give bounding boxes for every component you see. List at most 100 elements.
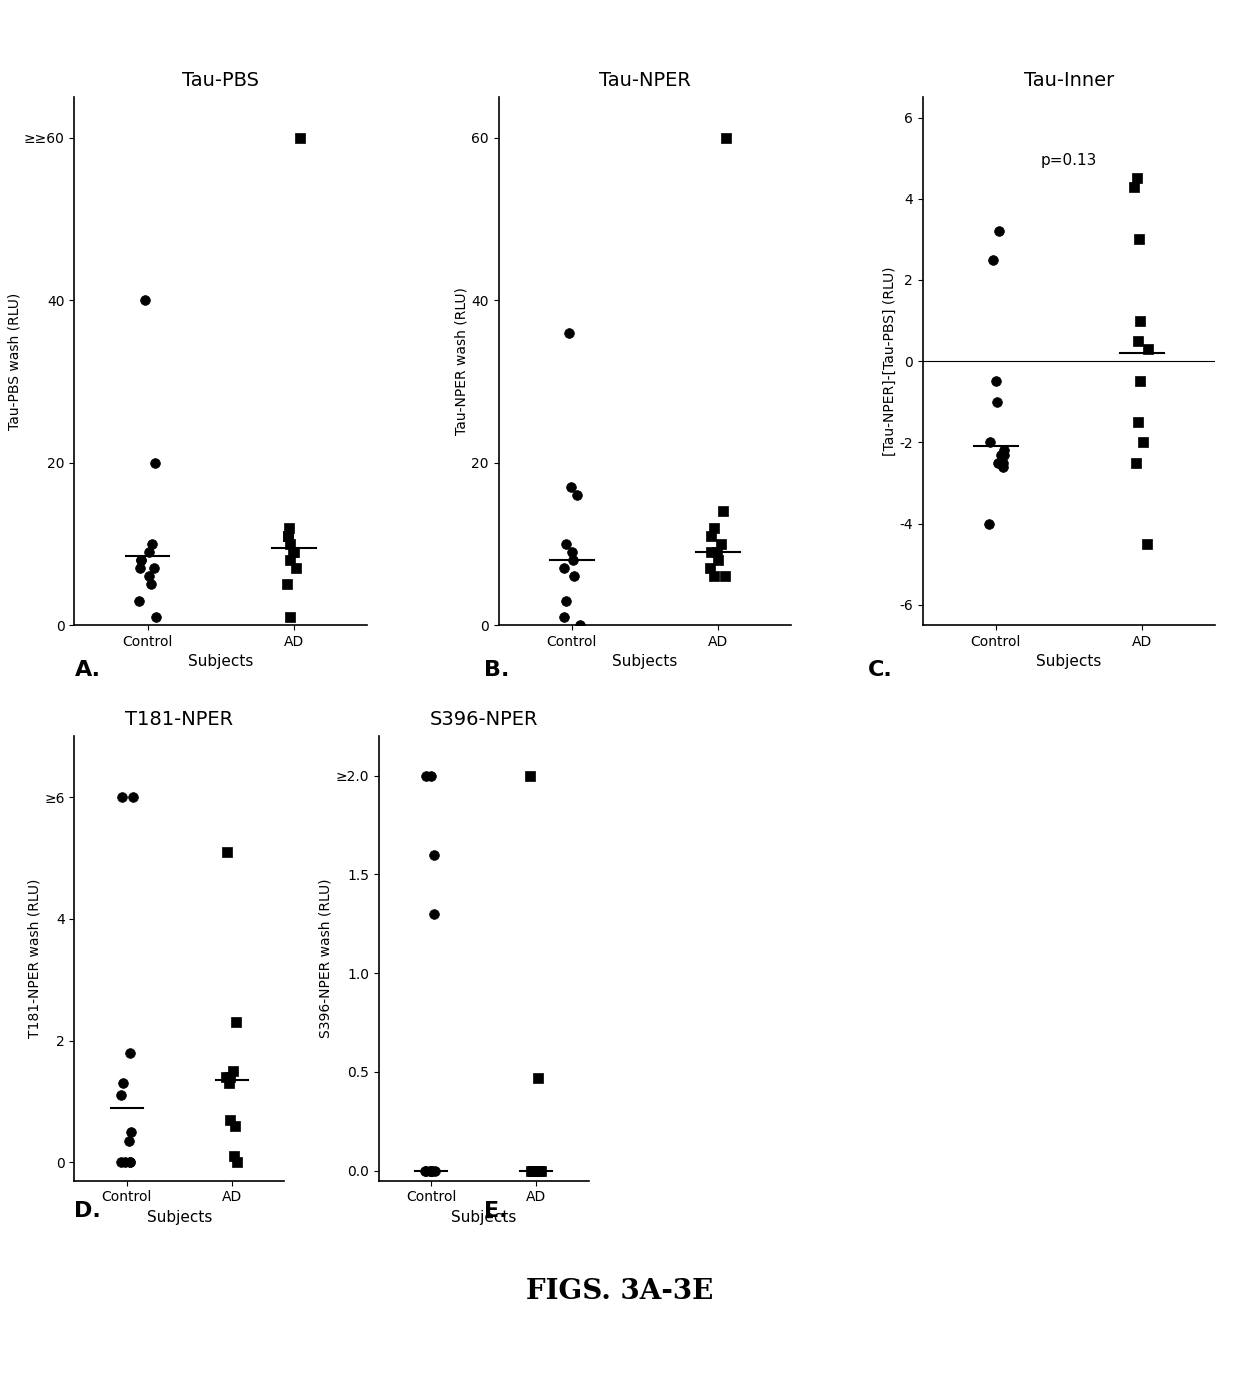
Point xyxy=(422,1160,441,1182)
Point xyxy=(991,443,1011,465)
Point xyxy=(216,1065,236,1088)
Text: B.: B. xyxy=(484,660,508,679)
Point xyxy=(525,1160,544,1182)
Point xyxy=(704,517,724,539)
Point xyxy=(523,1160,543,1182)
Point xyxy=(993,451,1013,474)
Point xyxy=(123,786,143,808)
Point xyxy=(278,574,298,596)
Point xyxy=(526,1160,546,1182)
Point xyxy=(284,540,304,563)
Point xyxy=(417,1160,436,1182)
Point xyxy=(131,549,151,571)
Text: C.: C. xyxy=(868,660,893,679)
Point xyxy=(227,1151,247,1174)
Point xyxy=(283,540,303,563)
Text: A.: A. xyxy=(74,660,100,679)
Point xyxy=(424,903,444,925)
Point xyxy=(420,764,440,786)
Point xyxy=(523,1160,543,1182)
Y-axis label: [Tau-NPER]-[Tau-PBS] (RLU): [Tau-NPER]-[Tau-PBS] (RLU) xyxy=(883,267,897,456)
Point xyxy=(988,219,1008,242)
X-axis label: Subjects: Subjects xyxy=(451,1210,516,1225)
Point xyxy=(701,525,720,547)
Point xyxy=(1130,371,1149,393)
Point xyxy=(557,533,577,556)
Point xyxy=(420,1160,440,1182)
Point xyxy=(559,322,579,344)
Title: T181-NPER: T181-NPER xyxy=(125,710,233,729)
Point xyxy=(120,1151,140,1174)
Point xyxy=(286,557,306,579)
Text: FIGS. 3A-3E: FIGS. 3A-3E xyxy=(526,1278,714,1306)
Point xyxy=(715,565,735,588)
Title: Tau-PBS: Tau-PBS xyxy=(182,71,259,90)
Point xyxy=(521,1160,541,1182)
Point xyxy=(424,1160,444,1182)
Y-axis label: Tau-PBS wash (RLU): Tau-PBS wash (RLU) xyxy=(7,293,21,429)
Point xyxy=(1126,451,1146,474)
Point xyxy=(564,565,584,588)
X-axis label: Subjects: Subjects xyxy=(146,1210,212,1225)
Point xyxy=(280,533,300,556)
Point xyxy=(139,565,159,588)
Point xyxy=(529,1160,549,1182)
Point xyxy=(135,289,155,311)
Point xyxy=(223,1060,243,1082)
Point xyxy=(1125,175,1145,197)
Point xyxy=(713,500,733,522)
Point xyxy=(987,451,1007,474)
Point xyxy=(1128,329,1148,351)
Point xyxy=(129,589,149,611)
Point xyxy=(704,565,724,588)
Y-axis label: Tau-NPER wash (RLU): Tau-NPER wash (RLU) xyxy=(454,288,469,435)
Point xyxy=(145,451,165,474)
Point xyxy=(523,1160,543,1182)
Point xyxy=(417,764,436,786)
Text: E.: E. xyxy=(484,1201,507,1221)
Point xyxy=(110,1085,130,1107)
Point xyxy=(139,540,159,563)
Point xyxy=(563,549,583,571)
Point xyxy=(562,540,582,563)
Point xyxy=(224,1115,244,1138)
Point xyxy=(219,1072,239,1095)
Point xyxy=(702,540,722,563)
Point xyxy=(708,549,728,571)
X-axis label: Subjects: Subjects xyxy=(613,654,677,669)
Point xyxy=(113,1072,133,1095)
Point xyxy=(115,1151,135,1174)
Point xyxy=(554,606,574,628)
Point xyxy=(278,525,298,547)
Point xyxy=(1127,167,1147,189)
Point xyxy=(1130,228,1149,250)
Point xyxy=(219,1065,239,1088)
Point xyxy=(146,606,166,628)
Point xyxy=(1130,310,1149,332)
Point xyxy=(521,764,541,786)
Y-axis label: S396-NPER wash (RLU): S396-NPER wash (RLU) xyxy=(319,879,332,1038)
Point xyxy=(982,249,1002,271)
Point xyxy=(986,371,1006,393)
Point xyxy=(712,533,732,556)
Point xyxy=(217,840,237,863)
Point xyxy=(141,574,161,596)
Point xyxy=(223,1145,243,1167)
Point xyxy=(219,1108,239,1131)
Point xyxy=(415,1160,435,1182)
Point xyxy=(278,525,298,547)
Point xyxy=(531,1160,551,1182)
Point xyxy=(1128,411,1148,433)
Point xyxy=(569,614,589,636)
Point xyxy=(280,549,300,571)
Point xyxy=(993,443,1013,465)
Point xyxy=(528,1067,548,1089)
Point xyxy=(560,476,580,499)
Point xyxy=(227,1011,247,1033)
Point xyxy=(567,483,587,506)
Text: p=0.13: p=0.13 xyxy=(1040,153,1097,168)
Point xyxy=(556,589,575,611)
Point xyxy=(112,1151,131,1174)
Point xyxy=(144,557,164,579)
X-axis label: Subjects: Subjects xyxy=(1037,654,1101,669)
